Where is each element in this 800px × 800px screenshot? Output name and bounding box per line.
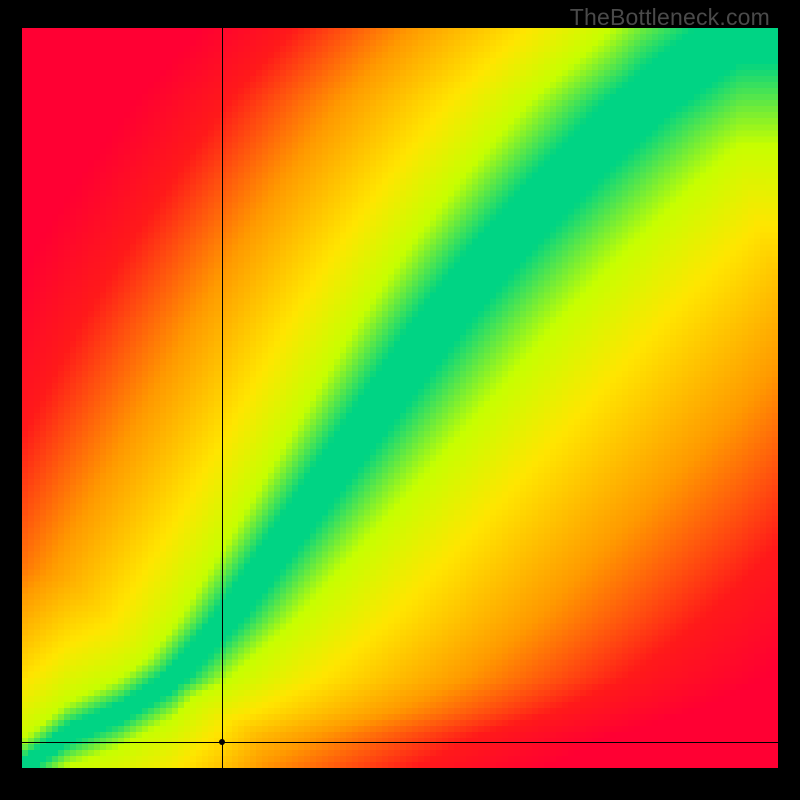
watermark-text: TheBottleneck.com (570, 4, 770, 31)
crosshair-horizontal (22, 742, 778, 743)
crosshair-vertical (222, 28, 223, 768)
plot-area (22, 28, 778, 768)
heatmap-canvas (22, 28, 778, 768)
